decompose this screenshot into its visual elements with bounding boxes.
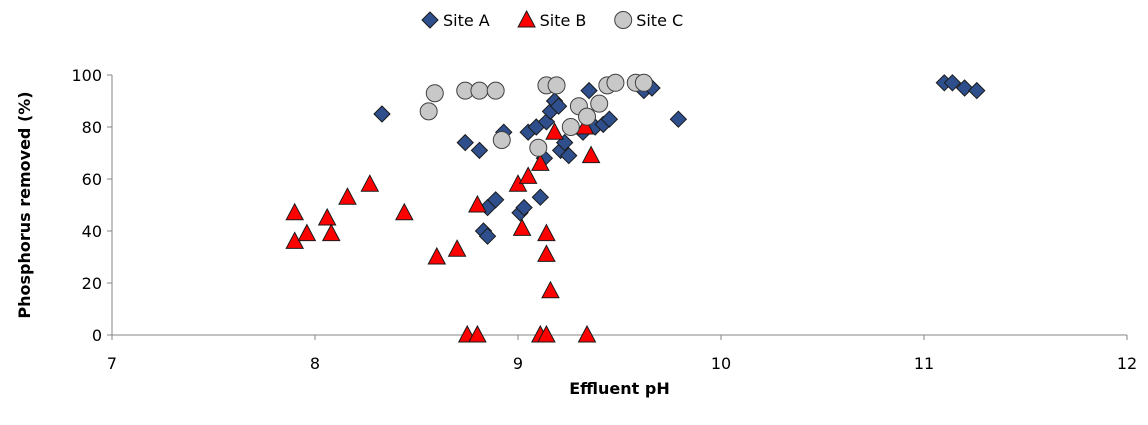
x-axis-title: Effluent pH bbox=[569, 379, 669, 398]
triangle-point bbox=[575, 116, 595, 135]
legend-item: Site B bbox=[517, 9, 587, 30]
x-tick-label: 11 bbox=[914, 354, 934, 373]
legend-label: Site B bbox=[540, 11, 587, 30]
legend-diamond-icon bbox=[421, 11, 439, 29]
triangle-point bbox=[468, 324, 487, 343]
triangle-point bbox=[537, 244, 556, 262]
triangle-point bbox=[581, 145, 601, 164]
triangle-point bbox=[518, 166, 538, 184]
diamond-point bbox=[669, 110, 688, 128]
y-tick-label: 100 bbox=[71, 66, 102, 85]
x-tick-label: 12 bbox=[1117, 354, 1137, 373]
legend-triangle-icon bbox=[517, 9, 536, 28]
series-site-a bbox=[373, 74, 986, 245]
diamond-point bbox=[968, 81, 986, 100]
circle-point bbox=[578, 107, 597, 126]
circle-point bbox=[486, 81, 505, 100]
circle-point bbox=[470, 81, 489, 100]
circle-point bbox=[634, 73, 653, 92]
triangle-point bbox=[321, 223, 341, 242]
circle-point bbox=[561, 118, 580, 136]
diamond-point bbox=[580, 81, 598, 100]
x-tick-label: 10 bbox=[711, 354, 731, 373]
x-tick-label: 8 bbox=[310, 354, 320, 373]
triangle-point bbox=[530, 153, 550, 171]
triangle-point bbox=[285, 202, 305, 221]
x-tick-label: 7 bbox=[107, 354, 117, 373]
circle-point bbox=[547, 76, 566, 95]
y-tick-label: 60 bbox=[82, 170, 102, 189]
triangle-point bbox=[537, 324, 556, 343]
legend-label: Site C bbox=[636, 11, 683, 30]
diamond-point bbox=[560, 146, 578, 165]
legend-item: Site A bbox=[421, 11, 490, 30]
triangle-point bbox=[317, 207, 337, 226]
data-points bbox=[285, 73, 986, 343]
legend-label: Site A bbox=[443, 11, 490, 30]
diamond-point bbox=[531, 188, 550, 206]
diamond-point bbox=[456, 133, 474, 152]
triangle-point bbox=[338, 187, 357, 205]
triangle-point bbox=[577, 324, 597, 343]
diamond-point bbox=[600, 110, 619, 128]
diamond-point bbox=[373, 105, 391, 123]
circle-point bbox=[425, 84, 444, 103]
legend-item: Site C bbox=[614, 11, 683, 30]
y-axis-title: Phosphorus removed (%) bbox=[15, 91, 34, 318]
y-tick-label: 80 bbox=[82, 118, 102, 137]
triangle-point bbox=[545, 122, 564, 140]
triangle-point bbox=[394, 202, 414, 221]
triangle-point bbox=[427, 246, 447, 265]
triangle-point bbox=[541, 280, 560, 299]
diamond-point bbox=[470, 141, 489, 160]
circle-point bbox=[590, 94, 609, 113]
circle-point bbox=[529, 138, 548, 157]
series-site-b bbox=[285, 116, 601, 343]
y-tick-label: 20 bbox=[82, 274, 102, 293]
triangle-point bbox=[360, 174, 380, 192]
circle-point bbox=[419, 102, 438, 121]
circle-point bbox=[492, 131, 511, 149]
circle-point bbox=[606, 73, 625, 92]
y-tick-label: 40 bbox=[82, 222, 102, 241]
diamond-point bbox=[478, 227, 497, 245]
triangle-point bbox=[537, 223, 556, 242]
diamond-point bbox=[515, 198, 533, 217]
triangle-point bbox=[447, 239, 467, 257]
x-tick-label: 9 bbox=[513, 354, 523, 373]
triangle-point bbox=[512, 218, 532, 236]
legend-circle-icon bbox=[614, 11, 633, 29]
y-tick-label: 0 bbox=[92, 326, 102, 345]
axes: 0 20 40 60 80 100 7 8 9 10 11 12 bbox=[71, 66, 1137, 373]
triangle-point bbox=[297, 223, 317, 242]
series-site-c bbox=[419, 73, 653, 157]
diamond-point bbox=[955, 79, 974, 97]
diamond-point bbox=[486, 191, 505, 209]
diamond-point bbox=[943, 74, 962, 92]
triangle-point bbox=[468, 194, 487, 213]
diamond-point bbox=[549, 97, 568, 115]
legend: Site A Site B Site C bbox=[421, 9, 683, 30]
